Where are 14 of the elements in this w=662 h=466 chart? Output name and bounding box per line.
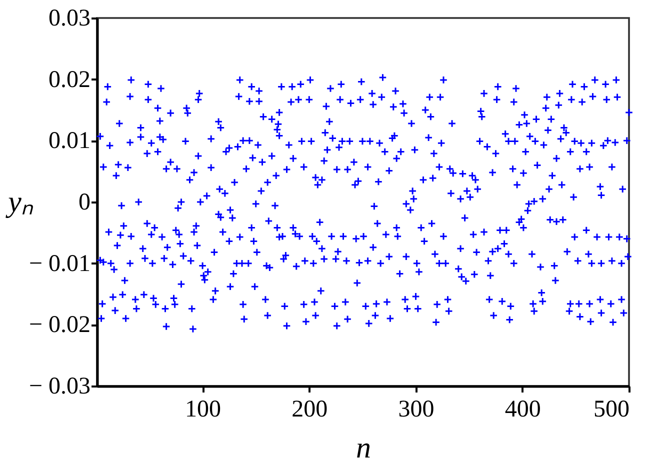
y-tick-label: − 0.02 — [28, 312, 90, 338]
x-tick-label: 500 — [594, 396, 630, 422]
x-tick-label: 300 — [398, 396, 434, 422]
y-axis-title: yₙ — [5, 186, 34, 218]
x-tick-label: 100 — [185, 396, 222, 422]
y-tick-label: − 0.03 — [28, 374, 90, 400]
y-tick-label: 0.03 — [48, 6, 90, 32]
y-tick-label: 0.02 — [48, 66, 90, 93]
y-tick-label: − 0.01 — [28, 250, 90, 277]
x-tick-label: 200 — [292, 396, 328, 422]
x-tick-label: 400 — [504, 396, 541, 422]
y-tick-label: 0.01 — [48, 128, 90, 154]
x-axis-title: n — [356, 432, 371, 464]
y-tick-label: 0 — [78, 190, 90, 216]
